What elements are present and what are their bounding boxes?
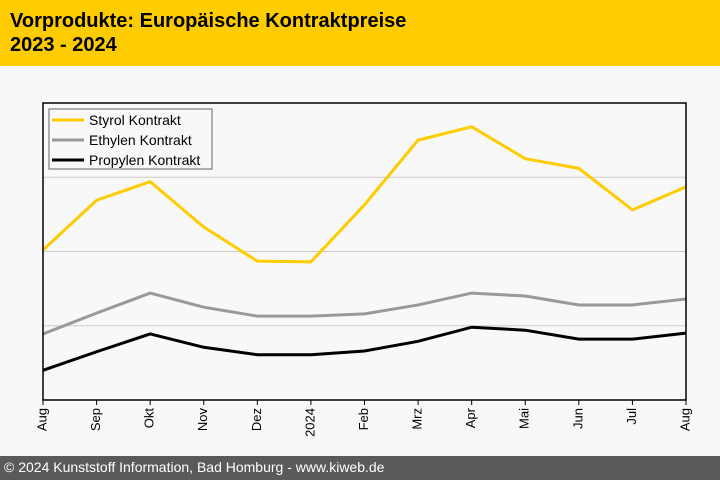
legend-label: Propylen Kontrakt [89,152,200,168]
x-tick-label: Aug [677,408,692,431]
series-line-propylen-kontrakt [42,325,687,372]
legend: Styrol Kontrakt Ethylen Kontrakt Propylen … [48,108,213,170]
line-chart: Aug Sep Okt Nov Dez 2024 Feb Mrz Apr Mai Jun Jul Aug… [34,102,692,437]
series-line-ethylen-kontrakt [42,291,687,336]
chart-title: Vorprodukte: Europäische Kontraktpreise … [10,9,406,57]
chart-title-line-2: 2023 - 2024 [10,34,117,56]
chart-title-line-1: Vorprodukte: Europäische Kontraktpreise [10,10,407,32]
footer-bar: © 2024 Kunststoff Information, Bad Hombu… [0,456,720,480]
x-tick-label: 2024 [302,408,317,437]
legend-label: Ethylen Kontrakt [89,132,192,148]
legend-label: Styrol Kontrakt [89,112,181,128]
x-tick-label: Sep [88,408,103,431]
x-axis: Aug Sep Okt Nov Dez 2024 Feb Mrz Apr Mai Jun Jul Aug [34,400,692,437]
x-tick-label: Aug [34,408,49,431]
x-tick-label: Mai [517,408,532,429]
x-tick-label: Feb [356,408,371,430]
x-tick-label: Apr [463,407,478,428]
x-tick-label: Okt [142,408,157,429]
x-tick-label: Mrz [410,408,425,430]
x-tick-label: Jun [570,408,585,429]
series-lines [41,125,687,372]
gridlines [43,176,686,327]
x-tick-label: Nov [195,408,210,432]
header-banner: Vorprodukte: Europäische Kontraktpreise … [0,0,720,66]
x-tick-label: Dez [249,408,264,431]
x-tick-label: Jul [624,408,639,425]
copyright-text: © 2024 Kunststoff Information, Bad Hombu… [4,459,385,475]
